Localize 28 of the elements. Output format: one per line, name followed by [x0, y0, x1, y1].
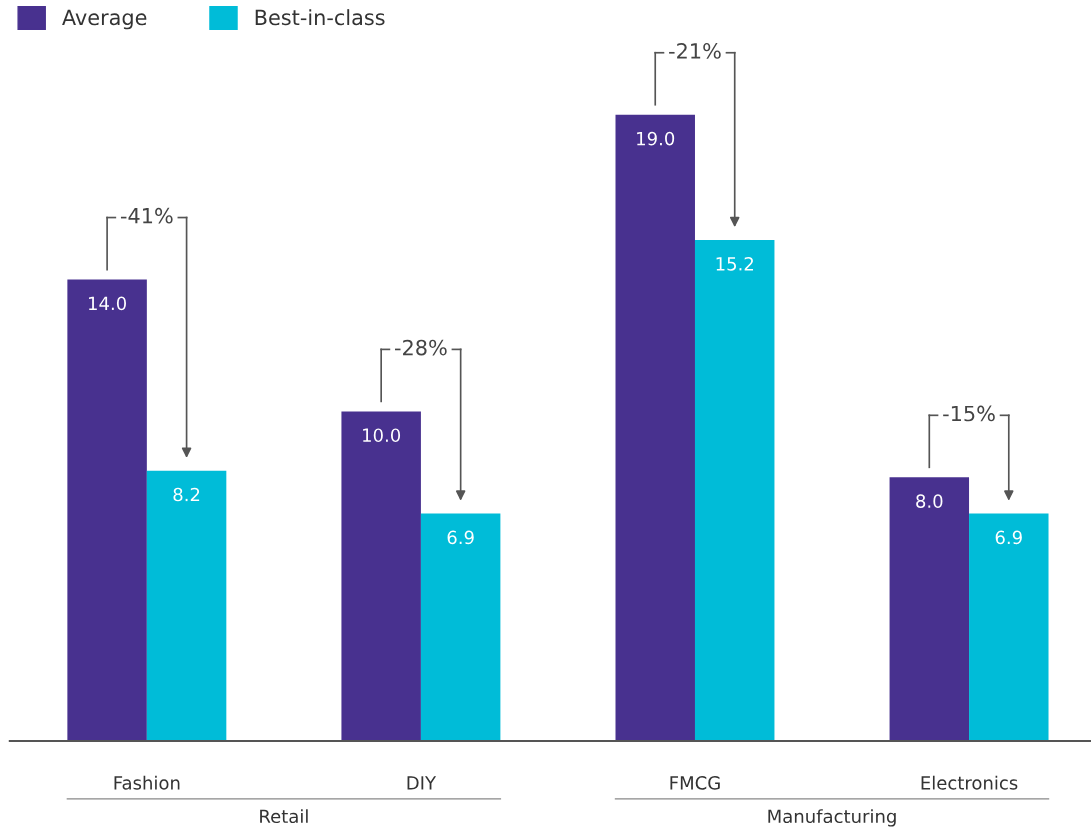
- annotation: -15%: [943, 405, 995, 422]
- data-label: 8.2: [173, 487, 200, 502]
- bar: [969, 513, 1049, 742]
- text: Manufacturing: [768, 809, 896, 827]
- data-label: 8.0: [916, 494, 943, 508]
- annotation: -41%: [120, 207, 173, 224]
- legend-label: Best-in-class: [255, 9, 385, 26]
- x-tick-label: Fashion: [114, 775, 180, 790]
- legend-label: Average: [62, 9, 147, 30]
- bar: [694, 240, 775, 742]
- data-label: 14.0: [88, 296, 127, 311]
- text: Retail: [260, 809, 308, 824]
- data-label: 15.2: [716, 256, 754, 271]
- bar: [615, 114, 695, 742]
- data-label: 10.0: [363, 428, 401, 443]
- x-tick-label: Electronics: [921, 775, 1018, 790]
- bar: [341, 411, 421, 742]
- x-tick-label: FMCG: [670, 776, 720, 790]
- annotation: -21%: [669, 43, 721, 59]
- annotation: -28%: [395, 339, 447, 356]
- bar: [420, 513, 501, 742]
- data-label: 6.9: [447, 530, 474, 545]
- bar: [146, 470, 227, 742]
- data-label: 19.0: [637, 131, 675, 146]
- bar: [67, 279, 147, 742]
- x-tick-label: DIY: [407, 776, 437, 790]
- data-label: 6.9: [995, 530, 1022, 545]
- bar: [889, 477, 970, 742]
